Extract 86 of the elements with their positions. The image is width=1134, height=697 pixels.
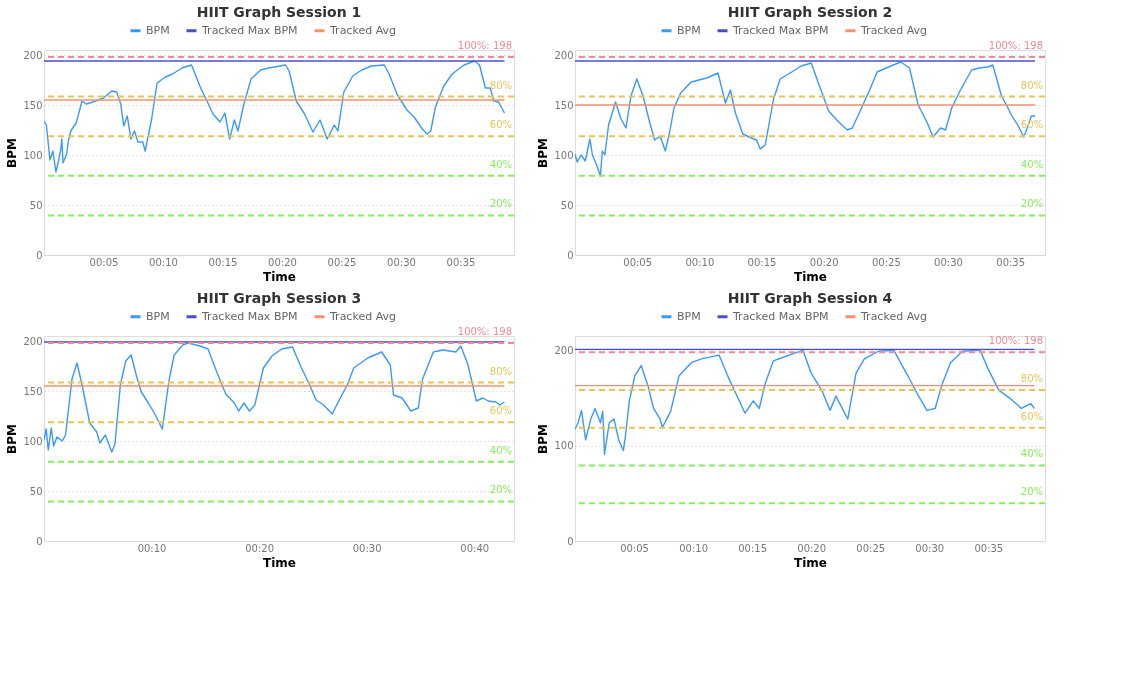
- annotation: 40%: [1020, 158, 1043, 170]
- legend-label: Tracked Max BPM: [201, 309, 298, 323]
- x-tick-label: 00:20: [809, 256, 839, 268]
- annotation: 80%: [1020, 372, 1043, 384]
- y-tick-label: 150: [23, 385, 43, 397]
- y-tick-label: 200: [23, 49, 43, 61]
- legend-label: Tracked Avg: [329, 309, 397, 323]
- x-axis-title: Time: [794, 269, 827, 284]
- x-tick-label: 00:30: [934, 256, 963, 268]
- legend-label: Tracked Max BPM: [732, 309, 829, 323]
- y-tick-label: 0: [567, 249, 574, 261]
- x-tick-label: 00:05: [623, 256, 653, 268]
- x-tick-label: 00:35: [974, 542, 1004, 554]
- y-tick-label: 50: [29, 199, 43, 211]
- x-tick-label: 00:10: [149, 256, 178, 268]
- y-tick-label: 100: [23, 149, 43, 161]
- annotation: 80%: [1020, 79, 1043, 91]
- ref-line-label: 100%: 198: [457, 40, 512, 51]
- legend-label: BPM: [677, 23, 701, 37]
- x-tick-label: 00:40: [460, 542, 490, 554]
- y-tick-label: 100: [23, 435, 43, 447]
- chart-title: HIIT Graph Session 1: [196, 4, 362, 20]
- annotation: 40%: [489, 444, 512, 456]
- y-axis-title: BPM: [536, 138, 551, 168]
- x-axis-title: Time: [794, 555, 827, 570]
- x-tick-label: 00:30: [352, 542, 382, 554]
- annotation: 20%: [1020, 198, 1043, 210]
- y-tick-label: 100: [554, 440, 574, 452]
- ref-line-label: 100%: 198: [988, 335, 1043, 347]
- x-tick-label: 00:10: [685, 256, 715, 268]
- annotation: 60%: [489, 119, 512, 131]
- annotation: 60%: [1020, 410, 1043, 422]
- x-tick-label: 00:10: [679, 542, 708, 554]
- x-tick-label: 00:35: [996, 256, 1026, 268]
- annotation: 40%: [489, 158, 512, 170]
- legend-label: Tracked Avg: [860, 23, 928, 37]
- y-tick-label: 200: [554, 344, 574, 356]
- y-tick-label: 100: [554, 149, 574, 161]
- chart-title: HIIT Graph Session 4: [727, 290, 893, 306]
- y-tick-label: 0: [36, 249, 43, 261]
- y-axis-title: BPM: [536, 424, 551, 454]
- y-tick-label: 50: [29, 485, 43, 497]
- annotation: 20%: [489, 484, 512, 496]
- y-tick-label: 150: [554, 99, 574, 111]
- annotation: 80%: [489, 79, 512, 91]
- x-axis-title: Time: [263, 269, 296, 284]
- x-tick-label: 00:35: [446, 256, 476, 268]
- legend-label: Tracked Max BPM: [732, 23, 829, 37]
- y-tick-label: 200: [554, 49, 574, 61]
- x-tick-label: 00:10: [137, 542, 167, 554]
- legend-label: Tracked Max BPM: [201, 23, 298, 37]
- x-tick-label: 00:20: [245, 542, 275, 554]
- annotation: 60%: [489, 405, 512, 417]
- x-axis-title: Time: [263, 555, 296, 570]
- legend-label: Tracked Avg: [860, 309, 928, 323]
- y-axis-title: BPM: [5, 424, 20, 454]
- y-tick-label: 50: [560, 199, 574, 211]
- y-tick-label: 150: [23, 99, 43, 111]
- y-tick-label: 200: [23, 335, 43, 347]
- chart-title: HIIT Graph Session 2: [727, 4, 893, 20]
- legend-label: BPM: [677, 309, 701, 323]
- x-tick-label: 00:20: [268, 256, 297, 268]
- x-tick-label: 00:25: [871, 256, 901, 268]
- x-tick-label: 00:20: [797, 542, 827, 554]
- x-tick-label: 00:15: [208, 256, 238, 268]
- legend-label: BPM: [146, 23, 170, 37]
- annotation: 40%: [1020, 448, 1043, 460]
- x-tick-label: 00:05: [620, 542, 649, 554]
- x-tick-label: 00:05: [89, 256, 119, 268]
- x-tick-label: 00:30: [387, 256, 416, 268]
- ref-line-label: 100%: 198: [988, 40, 1043, 51]
- y-tick-label: 0: [567, 535, 574, 547]
- y-tick-label: 0: [36, 535, 43, 547]
- y-axis-title: BPM: [5, 138, 20, 168]
- legend-label: BPM: [146, 309, 170, 323]
- x-tick-label: 00:25: [856, 542, 886, 554]
- x-tick-label: 00:15: [738, 542, 768, 554]
- annotation: 20%: [489, 198, 512, 210]
- chart-title: HIIT Graph Session 3: [196, 290, 362, 306]
- annotation: 80%: [489, 365, 512, 377]
- x-tick-label: 00:15: [747, 256, 777, 268]
- legend-label: Tracked Avg: [329, 23, 397, 37]
- x-tick-label: 00:25: [327, 256, 357, 268]
- annotation: 20%: [1020, 486, 1043, 498]
- x-tick-label: 00:30: [915, 542, 945, 554]
- ref-line-label: 100%: 198: [457, 326, 512, 337]
